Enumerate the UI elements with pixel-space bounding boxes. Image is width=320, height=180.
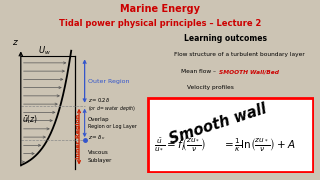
Text: $U_w$: $U_w$ — [38, 45, 51, 57]
Text: SMOOTH Wall/Bed: SMOOTH Wall/Bed — [219, 69, 279, 74]
Text: Marine Energy: Marine Energy — [120, 4, 200, 15]
Text: $\bar{u}(z)$: $\bar{u}(z)$ — [22, 113, 39, 125]
Text: $(or\ d = water\ depth)$: $(or\ d = water\ depth)$ — [88, 104, 136, 113]
FancyBboxPatch shape — [148, 98, 313, 172]
Text: Inner Region: Inner Region — [76, 114, 81, 159]
Text: z: z — [12, 38, 17, 47]
Text: Outer Region: Outer Region — [88, 79, 130, 84]
Text: Mean flow –: Mean flow – — [181, 69, 218, 74]
Text: Sublayer: Sublayer — [88, 158, 112, 163]
Text: Velocity profiles: Velocity profiles — [187, 86, 234, 91]
Text: Learning outcomes: Learning outcomes — [184, 34, 267, 43]
Text: $z = 0.2\delta$: $z = 0.2\delta$ — [88, 96, 110, 104]
Text: Tidal power physical principles – Lecture 2: Tidal power physical principles – Lectur… — [59, 19, 261, 28]
Text: Flow structure of a turbulent boundary layer: Flow structure of a turbulent boundary l… — [174, 52, 305, 57]
Text: Viscous: Viscous — [88, 150, 109, 155]
Text: Region or Log Layer: Region or Log Layer — [88, 124, 137, 129]
Text: $z = \delta_v$: $z = \delta_v$ — [88, 133, 105, 142]
Text: $= \frac{1}{\kappa}\ln\!\left(\frac{zu_*}{\nu}\right) + A$: $= \frac{1}{\kappa}\ln\!\left(\frac{zu_*… — [222, 136, 295, 154]
Text: $\frac{\bar{u}}{u_*} = f_i\!\left(\frac{zu_*}{\nu}\right)$: $\frac{\bar{u}}{u_*} = f_i\!\left(\frac{… — [154, 136, 206, 152]
Text: Overlap: Overlap — [88, 117, 110, 122]
Text: Smooth wall: Smooth wall — [167, 101, 268, 147]
